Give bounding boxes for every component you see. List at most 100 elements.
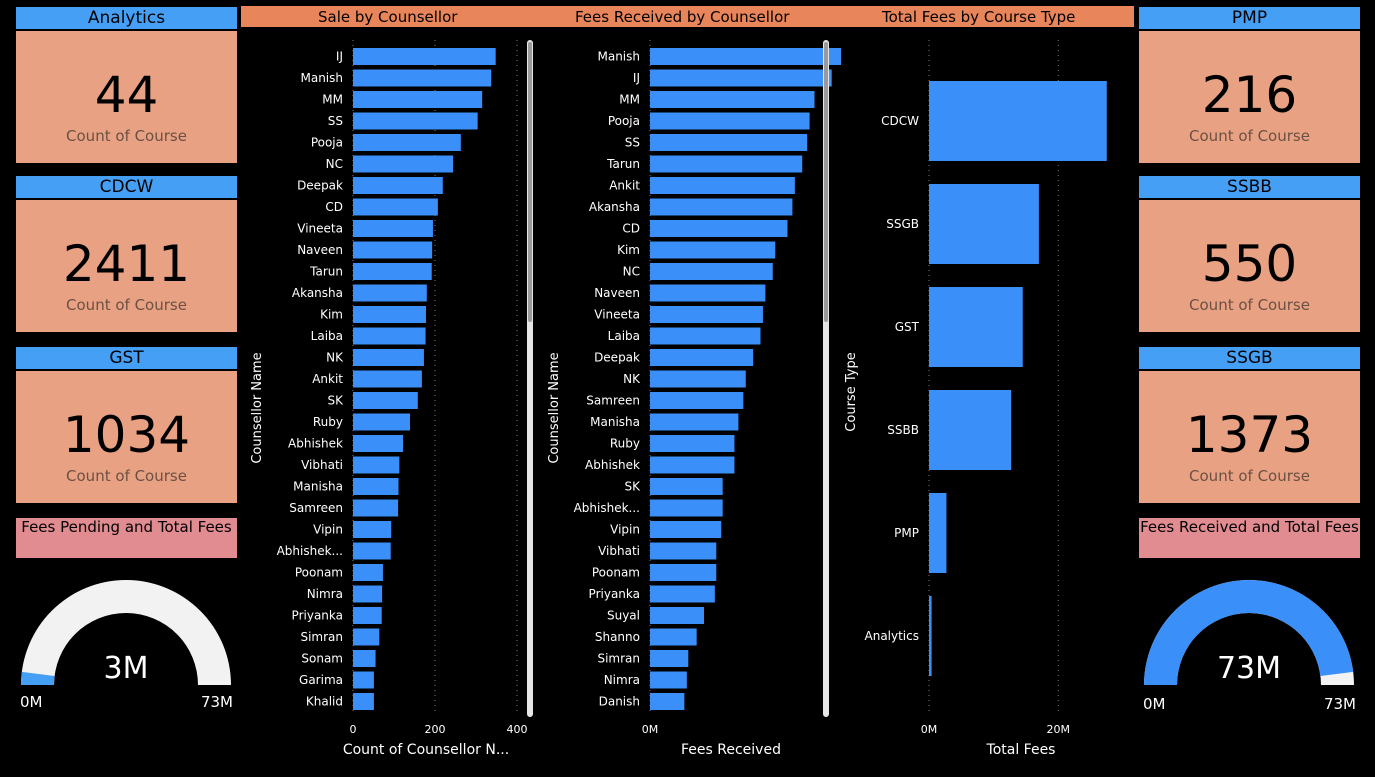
bar[interactable] (650, 177, 795, 194)
category-label: Ruby (610, 437, 640, 451)
scrollbar-thumb[interactable] (824, 42, 828, 322)
bar[interactable] (929, 81, 1107, 161)
bar[interactable] (353, 155, 454, 173)
card-value: 44 (94, 66, 159, 124)
chart-sale-by-counsellor[interactable]: 0 200 400 IJ Manish MM SS Pooja NC Deepak CD Vineet… (241, 30, 541, 765)
gauge-fees-pending[interactable]: 3M 0M 73M (16, 560, 237, 760)
bar[interactable] (353, 112, 478, 130)
bar[interactable] (353, 198, 438, 216)
bar[interactable] (650, 69, 832, 87)
bar[interactable] (650, 650, 689, 667)
bar[interactable] (353, 478, 399, 495)
bar[interactable] (353, 327, 426, 345)
bar[interactable] (650, 671, 687, 689)
bar[interactable] (650, 542, 717, 560)
bar[interactable] (650, 413, 739, 431)
bar[interactable] (353, 628, 380, 646)
x-tick-label: 0M (921, 723, 938, 736)
bar[interactable] (650, 284, 766, 302)
bar[interactable] (353, 91, 483, 108)
chart-title-fees-received: Fees Received by Counsellor (575, 8, 790, 26)
bar[interactable] (650, 564, 717, 581)
category-label: Kim (320, 308, 343, 322)
category-label: Pooja (311, 136, 343, 150)
bar[interactable] (650, 478, 723, 495)
card-value: 1373 (1185, 406, 1314, 464)
bar[interactable] (650, 349, 754, 366)
bar[interactable] (353, 413, 410, 431)
bar[interactable] (353, 69, 492, 87)
card-value: 1034 (62, 406, 191, 464)
card-subtitle: Count of Course (1189, 127, 1310, 145)
bar[interactable] (650, 306, 763, 323)
bar[interactable] (353, 392, 418, 409)
bar[interactable] (650, 155, 803, 173)
bar[interactable] (353, 435, 404, 452)
bar[interactable] (650, 327, 761, 345)
bar[interactable] (650, 370, 746, 388)
bar[interactable] (353, 693, 374, 710)
gauge-title-fees-pending: Fees Pending and Total Fees (16, 518, 237, 558)
bar[interactable] (650, 585, 715, 603)
bar[interactable] (929, 493, 947, 573)
bar[interactable] (353, 349, 424, 366)
bar[interactable] (353, 650, 376, 667)
category-label: SSBB (887, 423, 919, 437)
bar[interactable] (353, 542, 391, 560)
bar[interactable] (353, 306, 426, 323)
bar[interactable] (650, 499, 723, 517)
scrollbar-thumb[interactable] (528, 42, 532, 322)
gauge-fill (21, 671, 55, 685)
bar[interactable] (650, 693, 685, 710)
bar[interactable] (650, 241, 776, 259)
card-subtitle: Count of Course (1189, 467, 1310, 485)
category-label: Poonam (592, 566, 640, 580)
bar[interactable] (353, 177, 443, 194)
bar[interactable] (650, 91, 815, 108)
chart-total-fees-by-course[interactable]: 0M 20M CDCW SSGB GST SSBB PMP Analytics Course T… (841, 30, 1134, 765)
bar[interactable] (353, 456, 400, 474)
gauge-title-fees-received: Fees Received and Total Fees (1139, 518, 1360, 558)
bar[interactable] (353, 134, 461, 151)
bar[interactable] (650, 134, 808, 151)
bar[interactable] (650, 521, 722, 538)
chart-fees-received-by-counsellor[interactable]: 0M5MManishIJMMPoojaSSTarunAnkitAkanshaCD… (541, 30, 841, 765)
gauge-max-label: 73M (1324, 695, 1356, 713)
category-label: Ankit (609, 179, 640, 193)
bar[interactable] (353, 499, 399, 517)
bar[interactable] (650, 607, 705, 624)
bar[interactable] (353, 607, 382, 624)
bar[interactable] (650, 220, 788, 237)
bar[interactable] (353, 284, 427, 302)
bar[interactable] (650, 435, 735, 452)
category-label: Manisha (590, 415, 640, 429)
bar[interactable] (650, 198, 793, 216)
bar[interactable] (353, 220, 433, 237)
bar[interactable] (650, 456, 735, 474)
bar[interactable] (650, 48, 841, 65)
bar[interactable] (353, 564, 383, 581)
category-label: Vipin (313, 523, 343, 537)
bar[interactable] (929, 390, 1012, 470)
category-label: Manisha (293, 480, 343, 494)
bar[interactable] (353, 48, 496, 65)
bar[interactable] (650, 628, 697, 646)
x-tick-label: 400 (507, 723, 528, 736)
bar[interactable] (650, 112, 810, 130)
card-subtitle: Count of Course (66, 467, 187, 485)
bar[interactable] (353, 671, 374, 689)
bar[interactable] (929, 287, 1023, 367)
category-label: Pooja (608, 114, 640, 128)
bar[interactable] (929, 184, 1039, 264)
bar[interactable] (650, 392, 744, 409)
bar[interactable] (353, 263, 432, 280)
bar[interactable] (353, 585, 383, 603)
category-label: NK (623, 372, 641, 386)
bar[interactable] (353, 241, 433, 259)
gauge-fees-received[interactable]: 73M 0M 73M (1139, 560, 1360, 760)
bar[interactable] (929, 596, 932, 676)
category-label: Suyal (607, 609, 640, 623)
bar[interactable] (650, 263, 773, 280)
bar[interactable] (353, 521, 392, 538)
bar[interactable] (353, 370, 422, 388)
